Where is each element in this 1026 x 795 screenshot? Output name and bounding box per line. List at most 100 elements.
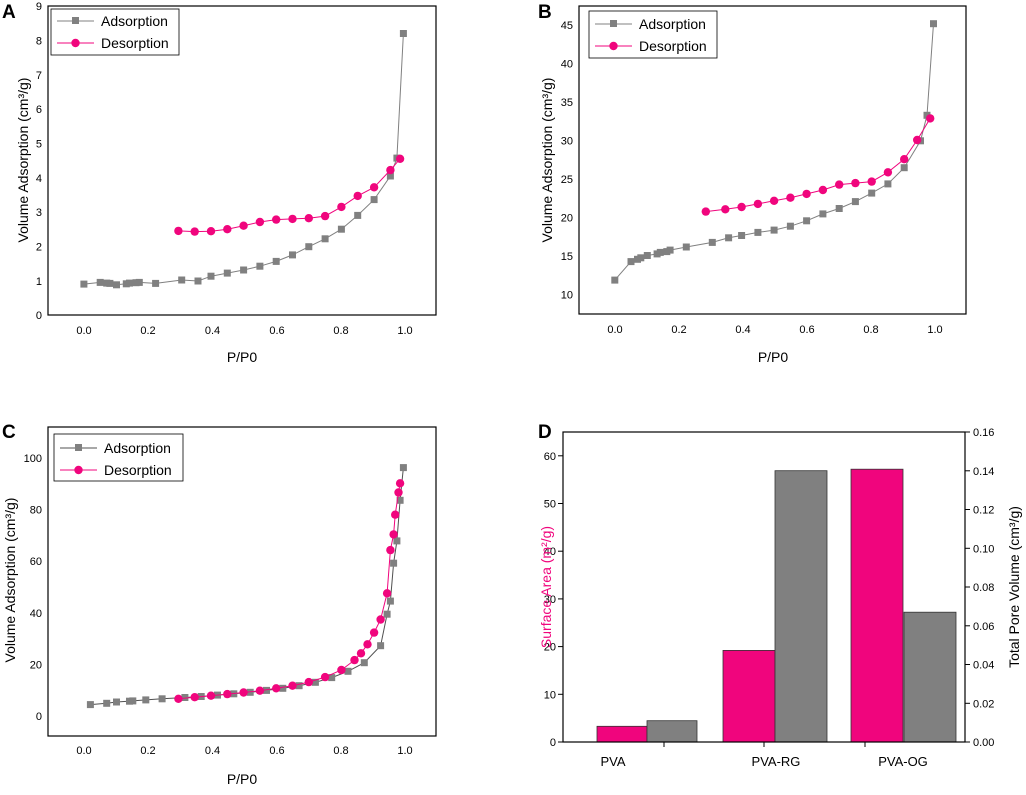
y-tick-label: 10	[544, 689, 556, 701]
desorption-point	[376, 615, 385, 624]
desorption-point	[350, 655, 359, 665]
adsorption-point	[930, 20, 937, 28]
panel-d: D PVA PVA-RG PVA-OG 0 10 20 30 40 50 60	[538, 422, 1022, 769]
legend-marker-square	[610, 20, 617, 27]
y-tick-label: 10	[561, 290, 573, 302]
panel-a: A 0.0 0.2 0.4 0.6 0.8 1.0 P/P0 0 1 2 3 4…	[2, 1, 437, 365]
desorption-point	[851, 178, 860, 188]
y-tick-label: 80	[30, 505, 42, 517]
y-tick-label: 45	[561, 20, 573, 32]
adsorption-point	[337, 225, 345, 233]
desorption-point	[320, 672, 330, 682]
adsorption-point	[738, 232, 746, 239]
x-tick-label: 0.8	[333, 745, 348, 757]
adsorption-point	[126, 279, 133, 287]
adsorption-point	[113, 698, 120, 706]
y-tick-label: 50	[544, 499, 556, 511]
panel-c: C 0.0 0.2 0.4 0.6 0.8 1.0 P/P0 0 20 40 6…	[2, 422, 437, 787]
y-tick-label: 6	[36, 104, 42, 116]
adsorption-point	[900, 164, 908, 172]
adsorption-point	[272, 257, 280, 265]
panel-label-d: D	[538, 422, 552, 443]
y-tick-label: 0	[550, 737, 556, 749]
y-axis-title: Volume Adsorption (cm³/g)	[15, 78, 31, 243]
x-tick-label: 0.2	[140, 325, 155, 337]
y2-tick-label: 0.06	[973, 621, 994, 633]
adsorption-point	[666, 246, 674, 254]
desorption-point	[255, 217, 265, 227]
desorption-point	[337, 665, 346, 675]
x-axis-title: P/P0	[227, 771, 258, 787]
adsorption-point	[311, 678, 319, 686]
x-tick-label: 0.0	[76, 325, 91, 337]
x-tick-label: 1.0	[397, 325, 412, 337]
legend-label-adsorption: Adsorption	[101, 13, 168, 29]
y-tick-label: 60	[544, 451, 556, 463]
legend-marker-square	[75, 444, 82, 451]
adsorption-point	[80, 280, 88, 288]
y2-tick-label: 0.16	[973, 427, 994, 439]
adsorption-point	[399, 464, 407, 472]
bar-pore-volume	[903, 611, 957, 743]
y2-tick-label: 0.02	[973, 698, 994, 710]
y-axis-a: 0 1 2 3 4 5 6 7 8 9 Volume Adsorption (c…	[15, 1, 42, 322]
adsorption-point	[194, 277, 202, 285]
adsorption-point	[135, 278, 143, 286]
series-line-desorption	[178, 483, 401, 700]
y-tick-label: 0	[36, 711, 42, 723]
legend-label-desorption: Desorption	[101, 35, 169, 51]
legend-box	[53, 433, 184, 482]
adsorption-point	[835, 205, 843, 212]
adsorption-point	[240, 266, 248, 274]
y-tick-label: 25	[561, 174, 573, 186]
adsorption-point	[803, 217, 811, 225]
x-axis-c: 0.0 0.2 0.4 0.6 0.8 1.0 P/P0	[76, 745, 412, 787]
desorption-point	[802, 189, 811, 199]
category-label: PVA	[600, 754, 625, 769]
legend-c: Adsorption Desorption	[53, 433, 184, 482]
bar-surface-area	[596, 725, 648, 743]
adsorption-point	[754, 228, 762, 236]
series-group-a	[80, 30, 407, 289]
adsorption-point	[643, 252, 651, 259]
legend-marker-circle	[74, 465, 83, 475]
legend-label-adsorption: Adsorption	[639, 16, 706, 32]
desorption-point	[369, 628, 379, 637]
y-tick-label: 3	[36, 207, 42, 219]
adsorption-point	[158, 695, 166, 703]
x-axis-title: P/P0	[758, 349, 789, 365]
y-tick-label: 30	[561, 136, 573, 148]
desorption-point	[337, 202, 346, 212]
y-tick-label: 40	[30, 608, 42, 620]
desorption-point	[363, 640, 372, 649]
desorption-point	[174, 226, 183, 236]
x-tick-label: 0.4	[735, 324, 750, 336]
legend-label-adsorption: Adsorption	[104, 440, 171, 456]
desorption-point	[395, 479, 405, 488]
adsorption-point	[627, 258, 635, 266]
y-axis-title: Volume Adsorption (cm³/g)	[2, 498, 18, 663]
adsorption-point	[279, 684, 287, 692]
x-tick-label: 0.4	[205, 745, 220, 757]
legend-box	[588, 10, 718, 59]
legend-box	[50, 8, 180, 56]
desorption-point	[391, 510, 400, 519]
x-tick-label: 0.6	[269, 745, 284, 757]
adsorption-point	[223, 269, 231, 277]
adsorption-point	[178, 276, 186, 284]
legend-b: Adsorption Desorption	[588, 10, 718, 59]
adsorption-point	[289, 251, 296, 259]
x-tick-label: 0.0	[607, 324, 622, 336]
desorption-point	[900, 155, 909, 164]
panel-label-a: A	[2, 2, 16, 23]
desorption-point	[353, 191, 362, 201]
adsorption-point	[770, 226, 778, 234]
adsorption-point	[207, 272, 215, 280]
adsorption-point	[181, 694, 189, 701]
y-tick-label: 30	[544, 594, 556, 606]
desorption-point	[288, 214, 297, 224]
desorption-point	[386, 165, 395, 175]
x-axis-title: P/P0	[227, 349, 258, 365]
desorption-point	[206, 227, 216, 236]
